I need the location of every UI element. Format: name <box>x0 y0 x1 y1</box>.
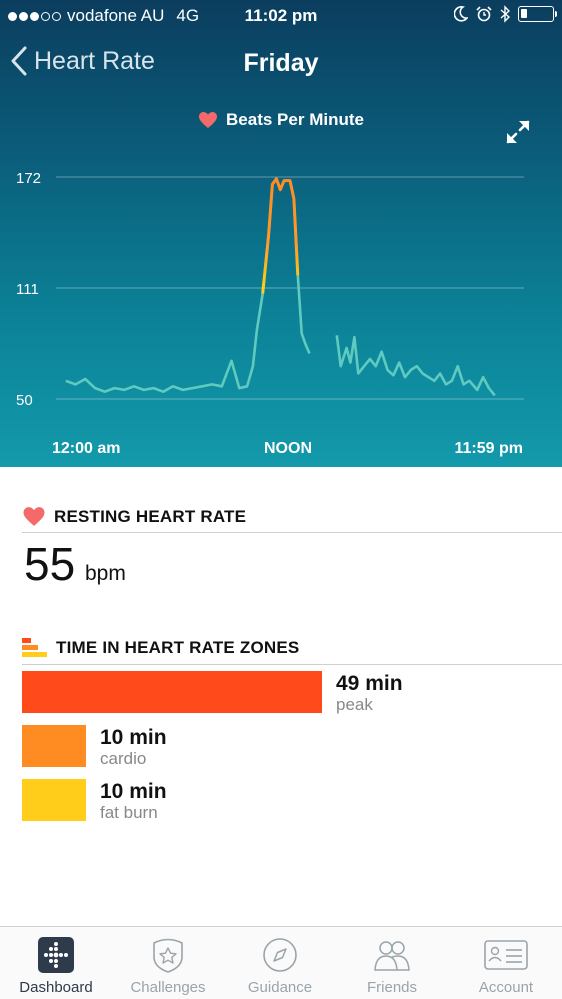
moon-icon <box>454 6 468 22</box>
chart-header: vodafone AU 4G 11:02 pm <box>0 0 562 467</box>
status-time: 11:02 pm <box>244 6 318 25</box>
y-tick-label: 172 <box>16 170 41 187</box>
battery-icon <box>518 6 557 22</box>
compass-icon <box>263 938 297 972</box>
zone-label-fat-burn: fat burn <box>100 803 158 822</box>
x-tick-label: 12:00 am <box>52 440 121 457</box>
zone-value-cardio: 10 min <box>100 726 167 749</box>
heart-rate-line <box>335 335 496 397</box>
status-bar: vodafone AU 4G 11:02 pm <box>0 0 562 32</box>
y-axis: 172 111 50 <box>16 170 41 409</box>
alarm-icon <box>476 6 492 22</box>
tab-label: Account <box>478 979 534 996</box>
heart-rate-chart: 172 111 50 12:00 am NOON 11:59 pm <box>16 170 524 457</box>
expand-icon <box>506 120 530 144</box>
heart-icon <box>23 507 45 526</box>
zone-bar-cardio <box>22 725 86 767</box>
network-type: 4G <box>176 6 200 25</box>
zone-bar-peak <box>22 671 322 713</box>
battery-level <box>521 9 527 18</box>
chart-series <box>65 177 496 397</box>
resting-heart-rate-unit: bpm <box>85 562 126 585</box>
heart-rate-zones-title: TIME IN HEART RATE ZONES <box>56 638 300 657</box>
x-tick-label: NOON <box>264 440 312 457</box>
zones-icon <box>22 638 47 657</box>
resting-heart-rate-header: RESTING HEART RATE <box>22 506 562 527</box>
x-tick-label: 11:59 pm <box>455 440 523 457</box>
tab-label: Challenges <box>130 979 206 996</box>
x-axis: 12:00 am NOON 11:59 pm <box>52 440 523 457</box>
chart-legend: Beats Per Minute <box>0 110 562 130</box>
zone-label-peak: peak <box>336 695 373 714</box>
resting-heart-rate-value: 55 <box>24 538 76 590</box>
bluetooth-icon <box>500 5 510 23</box>
page-title: Friday <box>243 49 319 77</box>
tab-account[interactable]: Account <box>450 927 562 999</box>
tab-friends[interactable]: Friends <box>336 927 448 999</box>
tab-challenges[interactable]: Challenges <box>112 927 224 999</box>
challenges-icon <box>153 938 183 973</box>
expand-button[interactable] <box>504 118 532 151</box>
heart-rate-line <box>65 177 311 393</box>
signal-strength-icon <box>8 11 61 21</box>
y-tick-label: 50 <box>16 392 33 409</box>
nav-bar: Heart Rate Friday <box>0 44 562 84</box>
tab-label: Dashboard <box>19 979 93 996</box>
zone-value-fat-burn: 10 min <box>100 780 167 803</box>
account-card-icon <box>484 940 528 970</box>
back-label: Heart Rate <box>34 46 155 75</box>
divider <box>22 664 562 665</box>
friends-icon <box>374 941 410 971</box>
chevron-left-icon <box>11 46 27 76</box>
dashboard-icon <box>38 937 74 973</box>
tab-guidance[interactable]: Guidance <box>224 927 336 999</box>
tab-dashboard[interactable]: Dashboard <box>0 927 112 999</box>
back-button[interactable]: Heart Rate <box>10 46 155 76</box>
heart-rate-zone-line <box>261 177 300 294</box>
status-left: vodafone AU 4G <box>8 6 199 26</box>
heart-rate-zones-header: TIME IN HEART RATE ZONES <box>22 638 562 658</box>
heart-icon <box>199 112 218 128</box>
tab-bar: Dashboard Challenges Guidance Friends <box>0 926 562 999</box>
legend-label: Beats Per Minute <box>226 110 364 129</box>
carrier-name: vodafone AU <box>67 6 165 25</box>
tab-label: Friends <box>366 979 418 996</box>
zone-label-cardio: cardio <box>100 749 147 768</box>
status-right <box>454 5 557 23</box>
divider <box>22 532 562 533</box>
zone-value-peak: 49 min <box>336 672 403 695</box>
resting-heart-rate-title: RESTING HEART RATE <box>54 506 247 526</box>
zone-bar-fat-burn <box>22 779 86 821</box>
chart-grid <box>56 176 524 400</box>
tab-label: Guidance <box>247 979 313 996</box>
y-tick-label: 111 <box>16 281 39 298</box>
